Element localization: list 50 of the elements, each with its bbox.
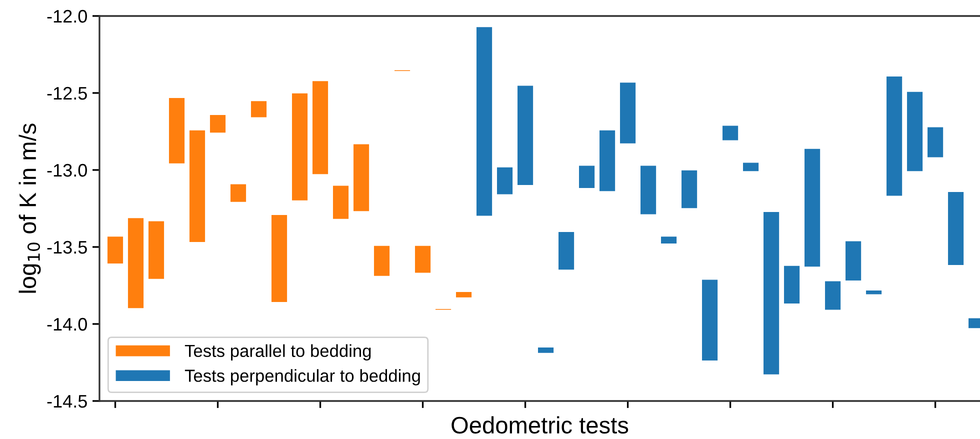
bar (291, 92, 308, 202)
bar (824, 280, 842, 311)
bar (373, 245, 390, 277)
bar (168, 97, 186, 164)
bar (352, 143, 370, 212)
legend-label: Tests parallel to bedding (184, 344, 371, 360)
y-tick-label: -13.0 (47, 164, 87, 177)
y-tick-label: -12.0 (47, 10, 87, 23)
bar (188, 130, 206, 243)
bar (127, 217, 144, 309)
bar (783, 265, 800, 304)
bar (209, 114, 226, 134)
bar (844, 240, 862, 282)
bar (886, 76, 903, 197)
bar (722, 124, 739, 142)
bar (578, 164, 596, 189)
bar (230, 183, 247, 203)
bar (455, 291, 472, 298)
bar (476, 26, 493, 217)
y-tick-label: -14.0 (47, 318, 87, 331)
bar (148, 220, 165, 280)
bar (619, 82, 636, 144)
bar (762, 211, 780, 376)
bar (270, 214, 288, 303)
bar (537, 346, 554, 354)
bar (865, 290, 882, 296)
bar (640, 164, 657, 216)
bar (680, 170, 698, 209)
bar (598, 130, 616, 192)
bar (926, 126, 944, 158)
y-tick-label: -13.5 (47, 240, 87, 254)
bar (312, 80, 329, 176)
x-axis-title: Oedometric tests (452, 416, 628, 434)
y-tick-label: -12.5 (47, 86, 87, 100)
legend-label: Tests perpendicular to bedding (184, 369, 420, 386)
bar (660, 236, 678, 244)
bar (947, 191, 964, 266)
bar (106, 236, 124, 264)
bar (496, 166, 514, 196)
bar (516, 84, 534, 186)
bar (906, 91, 924, 172)
y-axis-title: log$_{10}$ of K in m/s (18, 124, 41, 293)
bar (558, 231, 575, 270)
y-tick-label: -14.5 (47, 395, 87, 408)
bar (414, 245, 432, 274)
bar (701, 278, 718, 362)
bar (332, 184, 350, 220)
bar (742, 162, 760, 172)
bar (804, 148, 821, 268)
bar (250, 100, 268, 118)
